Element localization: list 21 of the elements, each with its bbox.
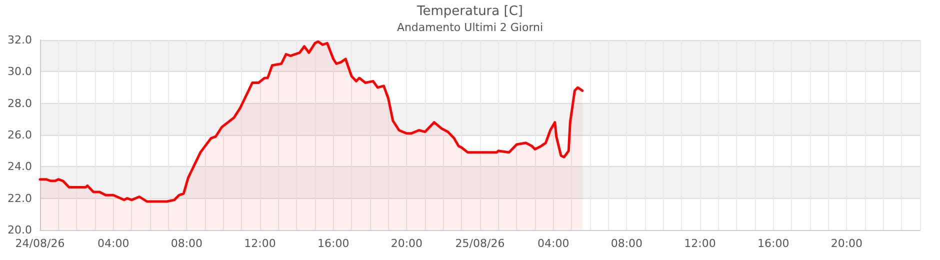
y-tick-label: 26.0 xyxy=(8,128,32,142)
y-tick-label: 20.0 xyxy=(8,224,32,236)
x-tick-label: 12:00 xyxy=(244,237,276,250)
x-tick-label: 08:00 xyxy=(170,237,203,250)
x-tick-label: 12:00 xyxy=(684,237,716,250)
chart-subtitle: Andamento Ultimi 2 Giorni xyxy=(396,21,544,34)
x-tick-label: 04:00 xyxy=(97,237,130,250)
chart-title: Temperatura [C] xyxy=(416,4,523,19)
y-tick-label: 22.0 xyxy=(8,192,32,205)
x-tick-label: 20:00 xyxy=(390,237,423,250)
x-tick-label: 16:00 xyxy=(757,237,790,250)
y-tick-label: 32.0 xyxy=(8,34,32,46)
y-tick-label: 30.0 xyxy=(8,65,32,78)
x-tick-label: 16:00 xyxy=(317,237,350,250)
x-tick-label: 25/08/26 xyxy=(455,237,505,250)
x-tick-label: 24/08/26 xyxy=(15,237,65,250)
x-tick-label: 04:00 xyxy=(537,237,570,250)
x-tick-label: 08:00 xyxy=(610,237,643,250)
x-tick-label: 20:00 xyxy=(830,237,863,250)
y-tick-label: 28.0 xyxy=(8,96,32,110)
y-tick-label: 24.0 xyxy=(8,160,32,174)
